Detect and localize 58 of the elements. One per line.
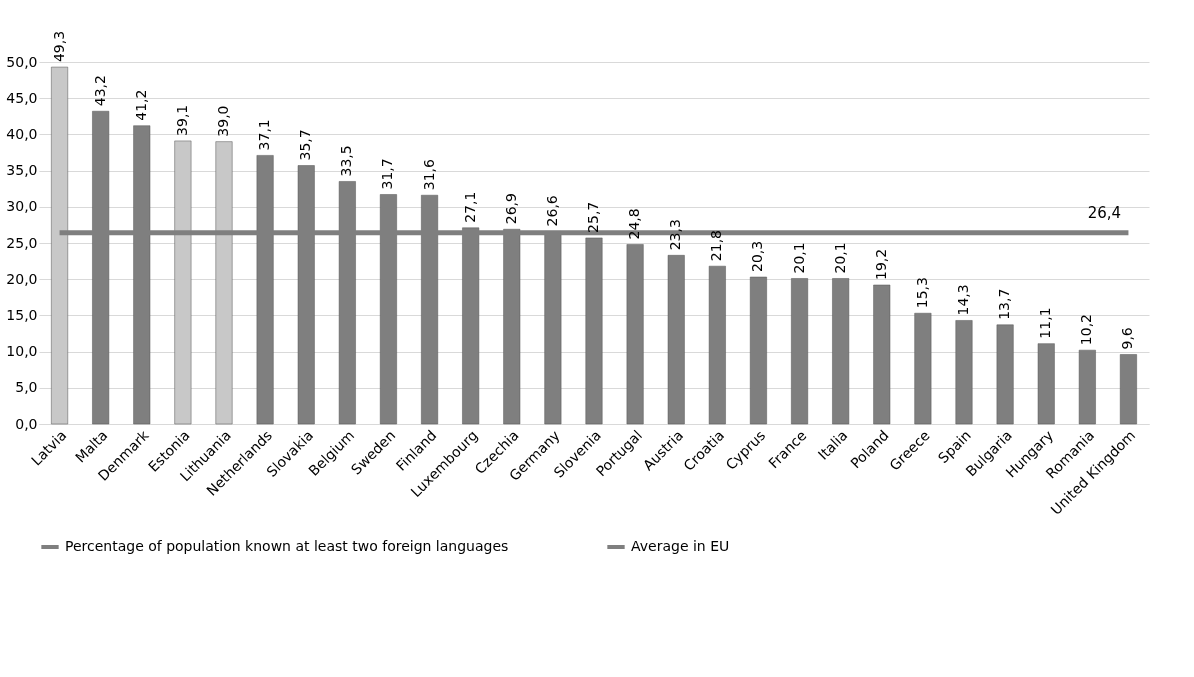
data-label: 20,3: [749, 240, 766, 273]
y-tick-label: 30,0: [6, 198, 38, 215]
data-label: 26,9: [502, 193, 519, 225]
data-label: 10,2: [1078, 313, 1095, 346]
y-tick-label: 15,0: [6, 306, 38, 323]
y-tick-label: 40,0: [6, 125, 38, 142]
y-tick-label: 0,0: [15, 415, 38, 432]
bar: [1037, 343, 1055, 425]
data-label: 27,1: [461, 191, 478, 223]
data-label: 31,7: [379, 158, 396, 190]
bar: [626, 244, 644, 425]
bar: [749, 276, 767, 425]
data-label: 14,3: [955, 284, 971, 316]
y-tick-label: 20,0: [6, 270, 38, 287]
y-tick-label: 5,0: [15, 379, 38, 396]
bar: [914, 312, 932, 425]
bar: [832, 278, 850, 425]
data-label: 15,3: [913, 277, 930, 309]
data-label: 19,2: [872, 248, 889, 280]
data-label: 43,2: [91, 75, 108, 107]
y-tick-label: 10,0: [6, 343, 38, 360]
bar: [215, 141, 233, 425]
y-tick-label: 50,0: [6, 53, 38, 70]
data-label: 41,2: [132, 89, 149, 121]
bar: [791, 278, 809, 425]
data-label: 13,7: [996, 288, 1013, 320]
y-tick-label: 35,0: [6, 162, 38, 179]
y-tick-label: 25,0: [6, 234, 38, 251]
legend-label: Average in EU: [631, 538, 730, 554]
bar: [667, 255, 685, 425]
data-label: 21,8: [708, 230, 725, 262]
data-label: 25,7: [585, 201, 601, 233]
data-label: 33,5: [338, 145, 355, 177]
data-label: 20,1: [790, 242, 807, 274]
data-label: 37,1: [256, 119, 273, 151]
bar: [873, 284, 891, 425]
bar: [585, 237, 603, 425]
data-label: 11,1: [1037, 307, 1054, 339]
data-label: 24,8: [626, 208, 643, 240]
legend-label: Percentage of population known at least two foreign languages: [65, 538, 509, 554]
data-label: 31,6: [420, 158, 437, 191]
bar: [1078, 349, 1096, 425]
data-label: 49,3: [50, 30, 67, 63]
y-tick-label: 45,0: [6, 89, 38, 106]
bar: [996, 324, 1014, 425]
data-label: 20,1: [831, 242, 848, 274]
bar: [174, 140, 192, 425]
bar: [51, 66, 69, 425]
data-label: 35,7: [297, 129, 314, 161]
bar: [1119, 354, 1137, 425]
bar: [708, 265, 726, 425]
data-label: 39,1: [173, 104, 190, 136]
data-label: 23,3: [667, 219, 684, 251]
data-label: 39,0: [215, 105, 231, 137]
data-label: 9,6: [1119, 327, 1136, 350]
annotation: 26,4: [1087, 203, 1122, 222]
data-label: 26,6: [543, 195, 560, 227]
bar: [955, 320, 973, 425]
